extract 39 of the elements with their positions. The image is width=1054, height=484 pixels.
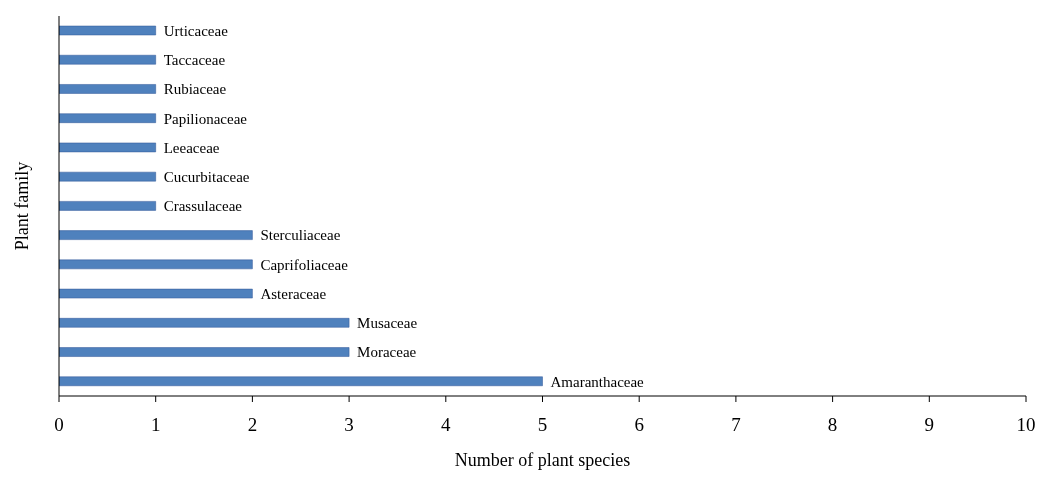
bar bbox=[59, 84, 156, 94]
bar bbox=[59, 259, 253, 270]
bar bbox=[59, 347, 350, 357]
x-tick-label: 6 bbox=[634, 414, 644, 436]
bar bbox=[59, 142, 156, 153]
x-tick-label: 9 bbox=[924, 414, 935, 436]
x-tick-label: 1 bbox=[150, 414, 161, 436]
x-axis-title: Number of plant species bbox=[454, 450, 631, 470]
y-tick-label: Musaceae bbox=[357, 315, 418, 332]
x-tick-label: 5 bbox=[537, 414, 548, 436]
y-tick-label: Leeaceae bbox=[163, 139, 220, 156]
y-tick-label: Cucurbitaceae bbox=[163, 168, 250, 185]
bar bbox=[59, 376, 543, 387]
bar bbox=[59, 25, 156, 36]
bar bbox=[59, 54, 156, 65]
bar bbox=[59, 288, 253, 299]
x-tick-label: 8 bbox=[827, 414, 838, 436]
x-tick-label: 4 bbox=[441, 414, 452, 436]
bar bbox=[59, 230, 253, 240]
x-tick-label: 3 bbox=[344, 414, 354, 436]
y-tick-label: Sterculiaceae bbox=[260, 227, 341, 244]
bar bbox=[59, 113, 156, 123]
y-axis-title: Plant family bbox=[12, 161, 33, 251]
y-tick-label: Amaranthaceae bbox=[550, 373, 645, 390]
x-tick-label: 2 bbox=[247, 414, 258, 436]
y-tick-label: Caprifoliaceae bbox=[260, 256, 349, 273]
y-tick-label: Asteraceae bbox=[260, 285, 327, 302]
y-tick-label: Moraceae bbox=[357, 344, 417, 361]
x-tick-label: 10 bbox=[1016, 414, 1036, 436]
x-tick-label: 0 bbox=[54, 414, 64, 436]
y-tick-label: Urticaceae bbox=[163, 22, 229, 39]
y-tick-label: Papilionaceae bbox=[163, 110, 248, 127]
y-tick-label: Crassulaceae bbox=[163, 198, 243, 215]
bar bbox=[59, 171, 156, 182]
bar bbox=[59, 201, 156, 211]
bar bbox=[59, 318, 350, 328]
y-tick-label: Rubiaceae bbox=[163, 81, 227, 98]
y-tick-label: Taccaceae bbox=[163, 52, 226, 69]
x-tick-label: 7 bbox=[731, 414, 741, 436]
